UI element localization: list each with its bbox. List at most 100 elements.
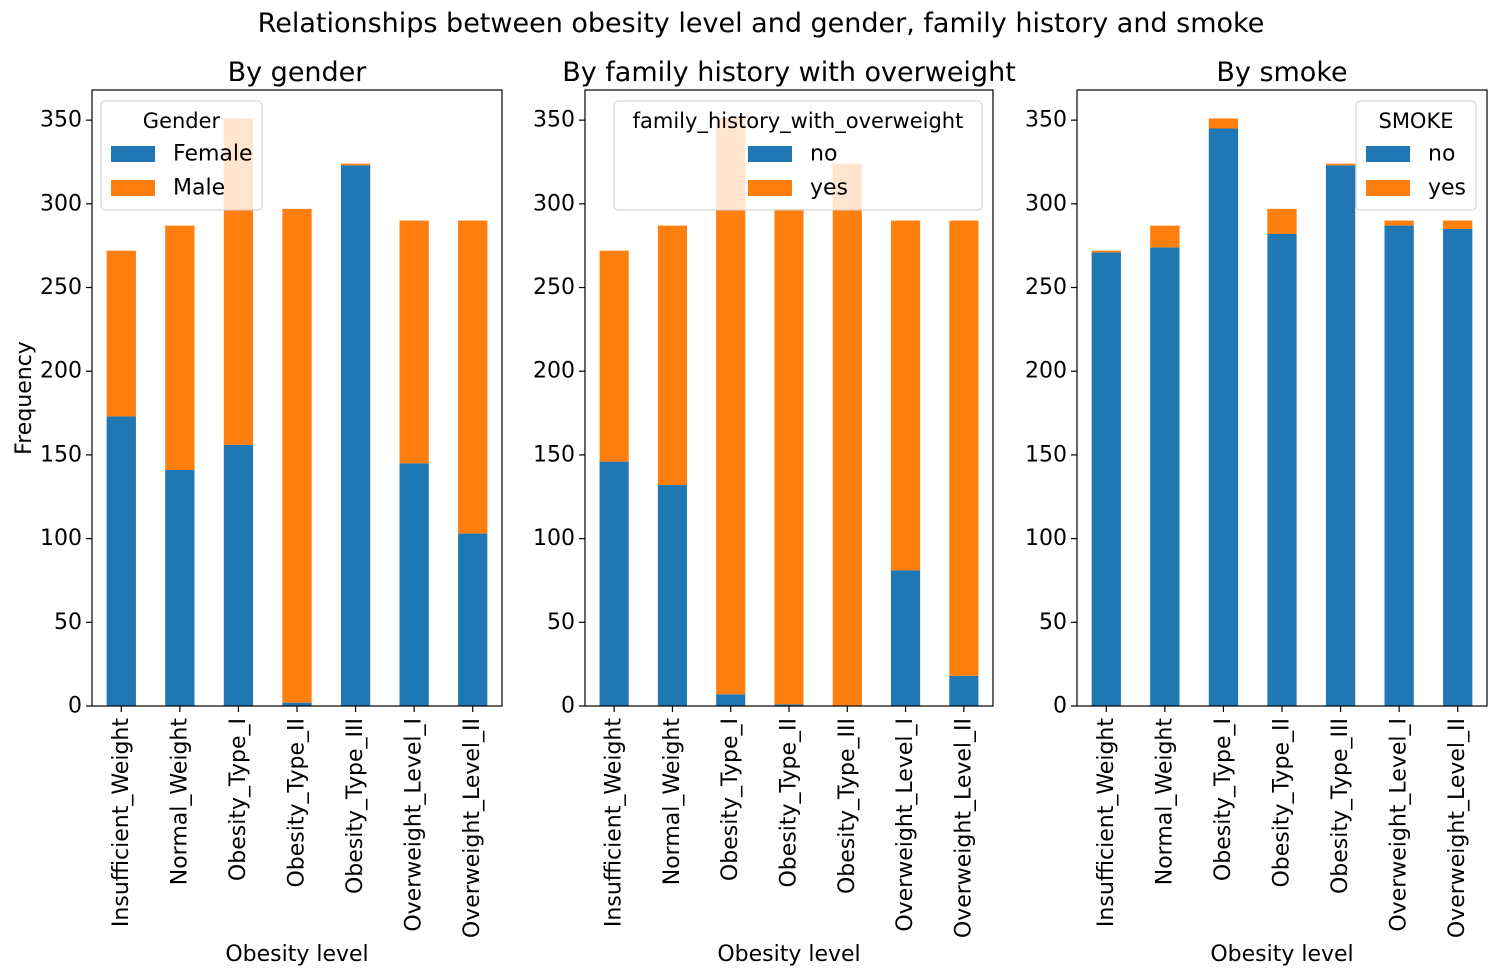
bar-1-Obesity_Type_III-Male [340,163,371,166]
bar-3-Obesity_Type_I-yes [1208,118,1239,129]
bar-1-Normal_Weight-Female [165,469,195,706]
bar-3-Overweight_Level_I-yes [1384,220,1414,226]
x-tick-label: Obesity_Type_III [835,718,860,894]
legend-swatch [111,146,155,162]
y-tick-label: 200 [533,359,575,384]
y-tick-label: 300 [533,191,575,216]
x-tick-label: Obesity_Type_II [285,718,310,888]
y-tick-label: 300 [1025,191,1067,216]
legend-swatch [1366,180,1410,196]
legend-box [613,100,983,211]
x-tick-label: Overweight_Level_II [951,718,976,938]
chart-panel-3: Insufficient_Weight Normal_Weight Obesity_… [1025,57,1488,967]
legend-title: SMOKE [1378,109,1453,133]
legend-swatch [748,180,792,196]
bar-2-Insufficient_Weight-yes [599,250,629,462]
legend-swatch [748,146,792,162]
legend-label: no [1428,142,1455,167]
axes-frame [584,89,994,707]
legend: SMOKE no yes [1355,100,1477,211]
x-tick-label: Insufficient_Weight [602,718,627,927]
bar-2-Normal_Weight-yes [657,225,687,486]
y-tick-label: 150 [1025,442,1067,467]
y-tick-label: 150 [40,442,82,467]
y-tick-label: 0 [1053,694,1067,719]
bar-3-Normal_Weight-no [1150,247,1180,706]
bar-1-Normal_Weight-Male [165,225,195,470]
bar-3-Obesity_Type_II-no [1267,233,1297,706]
y-tick-label: 50 [54,610,82,635]
legend-swatch [111,180,155,196]
x-axis-label: Obesity level [717,942,860,967]
x-axis-label: Obesity level [1210,942,1353,967]
legend-title: Gender [143,109,221,133]
bar-1-Obesity_Type_I-Female [223,444,254,706]
x-tick-label: Obesity_Type_III [343,718,368,894]
bar-1-Obesity_Type_III-Female [340,165,371,706]
y-tick-label: 100 [533,526,575,551]
x-tick-label: Obesity_Type_I [1211,718,1236,881]
bar-1-Overweight_Level_I-Male [399,220,429,464]
axes-frame [91,89,503,707]
y-tick-label: 250 [533,275,575,300]
legend-label: yes [810,176,848,201]
bar-2-Obesity_Type_III-yes [832,163,862,706]
y-tick-label: 350 [1025,108,1067,133]
legend-label: yes [1428,176,1466,201]
y-tick-label: 0 [561,694,575,719]
bar-2-Normal_Weight-no [657,485,687,706]
legend-label: no [810,142,837,167]
x-tick-label: Obesity_Type_I [226,718,251,881]
x-tick-label: Normal_Weight [167,718,192,886]
bar-2-Obesity_Type_I-no [716,694,746,706]
chart-panel-1: Insufficient_Weight Normal_Weight Obesity_… [12,57,503,967]
bar-2-Overweight_Level_I-no [891,570,921,706]
bar-3-Insufficient_Weight-yes [1091,250,1121,253]
y-tick-label: 250 [1025,275,1067,300]
x-tick-label: Normal_Weight [660,718,685,886]
bar-3-Obesity_Type_I-no [1208,128,1239,706]
bar-1-Insufficient_Weight-Female [106,416,136,706]
bar-2-Obesity_Type_II-no [774,704,804,706]
legend-label: Female [173,142,253,167]
bar-1-Overweight_Level_II-Male [458,220,488,534]
bar-1-Overweight_Level_I-Female [399,463,429,706]
legend: Gender Female Male [100,100,263,211]
y-tick-label: 50 [1039,610,1067,635]
y-tick-label: 200 [40,359,82,384]
x-tick-label: Obesity_Type_I [718,718,743,881]
bar-2-Obesity_Type_II-yes [774,208,804,705]
x-tick-label: Obesity_Type_II [1270,718,1295,888]
x-tick-label: Insufficient_Weight [1094,718,1119,927]
y-tick-label: 100 [1025,526,1067,551]
x-tick-label: Obesity_Type_III [1328,718,1353,894]
y-tick-label: 300 [40,191,82,216]
y-tick-label: 0 [68,694,82,719]
bar-3-Overweight_Level_II-no [1443,228,1473,706]
legend-title: family_history_with_overweight [633,109,964,134]
y-tick-label: 250 [40,275,82,300]
x-tick-label: Overweight_Level_II [460,718,485,938]
x-tick-label: Normal_Weight [1152,718,1177,886]
bar-3-Obesity_Type_III-no [1325,165,1356,706]
chart-title: By family history with overweight [562,57,1016,88]
figure-suptitle: Relationships between obesity level and … [258,8,1265,39]
axes-frame [1076,89,1488,707]
bar-3-Obesity_Type_II-yes [1267,208,1297,234]
legend-label: Male [173,176,225,201]
y-tick-label: 350 [40,108,82,133]
x-tick-label: Obesity_Type_II [777,718,802,888]
chart-title: By smoke [1216,57,1347,88]
bar-1-Obesity_Type_II-Male [282,208,312,703]
bar-3-Overweight_Level_II-yes [1443,220,1473,229]
chart-panel-2: Insufficient_Weight Normal_Weight Obesity_… [533,57,1016,967]
x-tick-label: Overweight_Level_II [1445,718,1470,938]
chart-title: By gender [228,57,368,88]
bar-2-Overweight_Level_II-yes [949,220,979,676]
x-axis-label: Obesity level [225,942,368,967]
y-axis-label: Frequency [12,341,37,455]
x-tick-label: Overweight_Level_I [402,718,427,932]
bar-3-Obesity_Type_III-yes [1325,163,1356,166]
bar-3-Normal_Weight-yes [1150,225,1180,248]
